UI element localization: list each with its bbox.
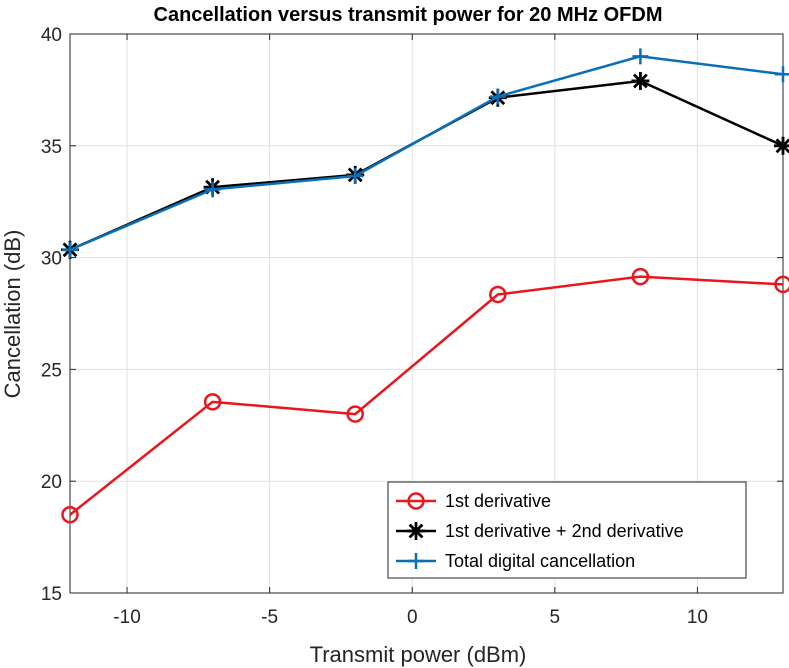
data-point [346,405,364,423]
legend-box [387,481,747,579]
x-tick-label: -10 [113,607,140,628]
y-tick-label: 40 [41,25,62,46]
legend-item: 1st derivative + 2nd derivative [396,521,684,541]
legend-label: 1st derivative [445,491,551,511]
data-point [61,505,79,524]
circle-marker [346,405,364,423]
chart-title: Cancellation versus transmit power for 2… [154,4,663,26]
data-point [407,492,425,510]
data-point [407,522,425,540]
series-line [69,275,784,516]
asterisk-stroke [775,138,789,154]
data-point [775,66,789,83]
data-point [347,167,364,184]
data-point [204,181,221,198]
series-line [69,55,784,251]
legend-label: 1st derivative + 2nd derivative [445,521,684,541]
legend-label: Total digital cancellation [445,551,635,571]
circle-marker [407,492,425,510]
circle-marker [774,275,789,294]
series-group [61,48,789,524]
x-tick-label: 0 [407,607,418,628]
x-tick-label: 5 [550,607,561,628]
data-point [774,136,789,155]
series-total-digital-cancellation [62,48,789,258]
data-point [408,553,424,569]
x-tick-label: 10 [687,607,708,628]
plot-area-frame [69,33,784,594]
data-point [631,71,650,90]
y-tick-label: 30 [41,249,62,270]
y-tick-label: 35 [41,137,62,158]
y-axis-label: Cancellation (dB) [0,230,25,399]
circle-marker [489,285,507,304]
circle-marker [61,505,79,524]
y-tick-label: 20 [41,472,62,493]
data-point [489,88,506,105]
data-point [62,241,78,258]
data-point [774,275,789,294]
x-axis-label: Transmit power (dBm) [310,642,527,667]
legend-item: 1st derivative [396,491,551,511]
legend: 1st derivative 1st derivative + 2nd deriv… [387,481,747,579]
circle-marker [203,393,222,411]
x-tick-label: -5 [261,607,278,628]
axis-ticks: -10 -5 0 5 10 15 20 25 30 35 40 [41,25,783,628]
series-1st-derivative [61,267,789,524]
data-point [203,393,222,411]
data-point [632,48,649,65]
data-point [489,285,507,304]
y-tick-label: 25 [41,360,62,381]
legend-item: Total digital cancellation [396,551,635,571]
y-tick-label: 15 [41,584,62,605]
asterisk-stroke [408,523,424,539]
data-point [631,267,650,286]
circle-marker [631,267,650,286]
asterisk-stroke [633,73,648,89]
